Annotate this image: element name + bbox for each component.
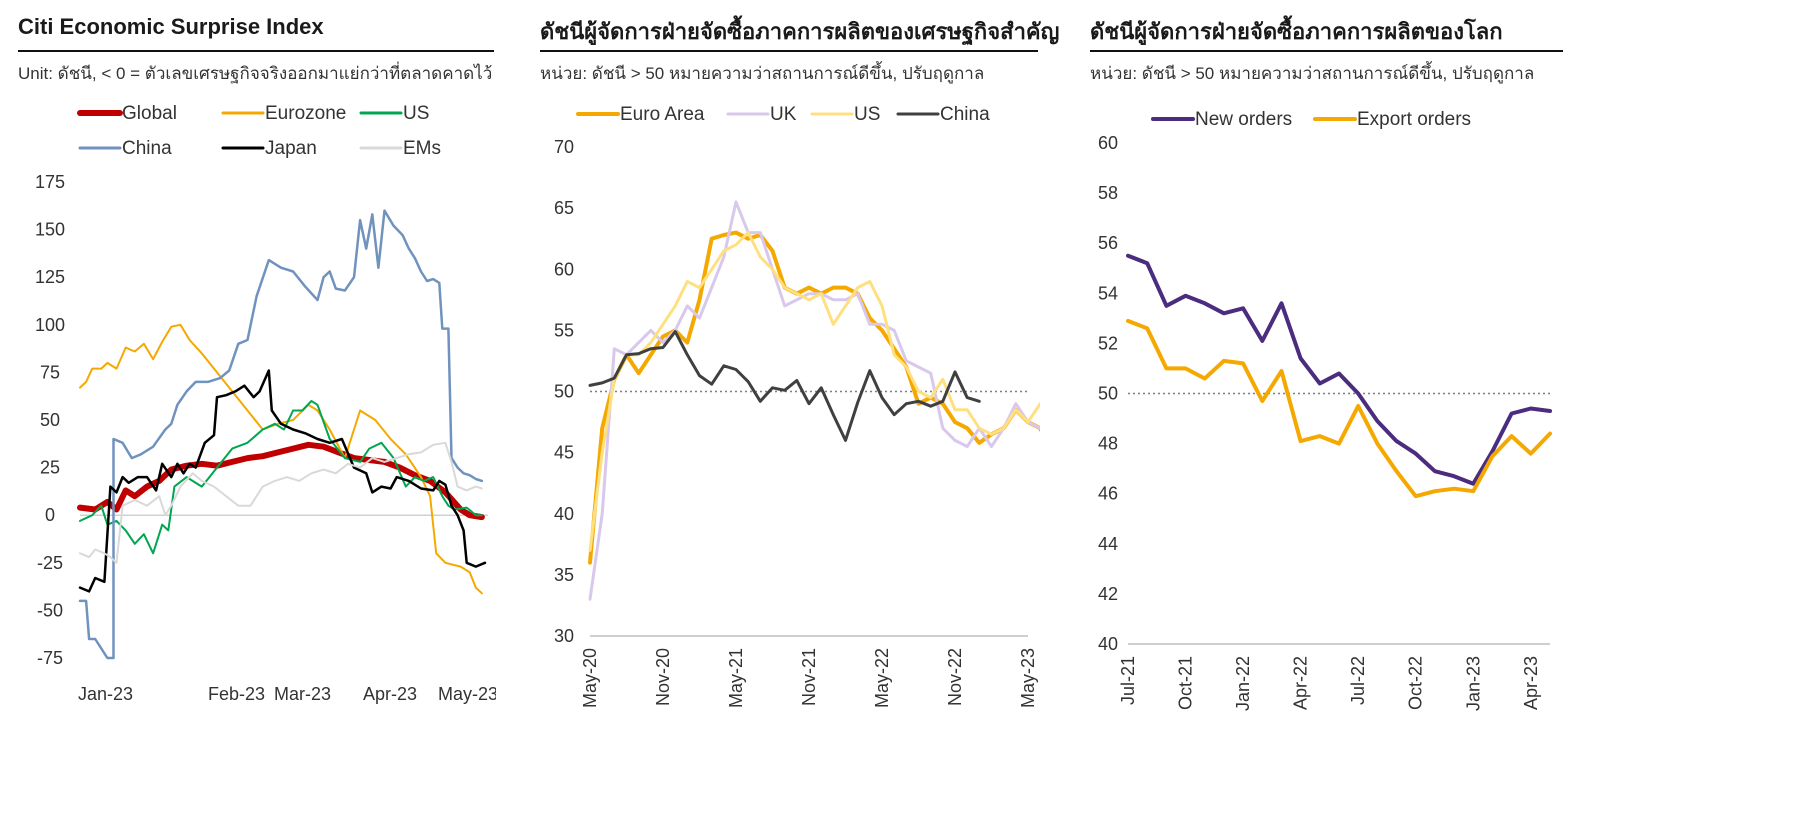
- y-tick-label: 55: [554, 320, 574, 340]
- chart-panel-pmi-major: ดัชนีผู้จัดการฝ่ายจัดซื้อภาคการผลิตของเศ…: [540, 0, 1059, 833]
- x-tick-label: Nov-22: [945, 648, 965, 706]
- y-tick-label: 46: [1098, 484, 1118, 504]
- y-tick-label: 30: [554, 626, 574, 646]
- y-tick-label: 60: [1098, 133, 1118, 153]
- legend-label-us: US: [403, 103, 429, 124]
- x-tick-label: Jul-22: [1348, 656, 1368, 705]
- y-tick-label: 50: [40, 410, 60, 430]
- legend-label-global: Global: [122, 103, 177, 124]
- y-tick-label: 40: [554, 504, 574, 524]
- chart-pmi-major-svg: 70 65 60 55 50 45 40 35 30 May-20 Nov-20 May-21 Nov-…: [554, 104, 1040, 708]
- y-tick-label: 100: [35, 315, 65, 335]
- chart-panel-pmi-global: ดัชนีผู้จัดการฝ่ายจัดซื้อภาคการผลิตของโล…: [1090, 0, 1565, 833]
- x-tick-label: Jan-23: [1463, 656, 1483, 711]
- x-tick-label: May-22: [872, 648, 892, 708]
- legend-label-japan: Japan: [265, 138, 317, 159]
- x-tick-label: Nov-21: [799, 648, 819, 706]
- y-tick-label: 48: [1098, 434, 1118, 454]
- legend-label-new-orders: New orders: [1195, 109, 1292, 130]
- x-tick-label: Apr-22: [1291, 656, 1311, 710]
- x-tick-label: Nov-20: [653, 648, 673, 706]
- chart-subtitle: Unit: ดัชนี, < 0 = ตัวเลขเศรษฐกิจจริงออก…: [18, 64, 493, 83]
- legend-label-china: China: [122, 138, 172, 159]
- chart-subtitle: หน่วย: ดัชนี > 50 หมายความว่าสถานการณ์ดี…: [1090, 64, 1535, 83]
- series-line-china: [588, 330, 981, 442]
- y-tick-label: 44: [1098, 534, 1118, 554]
- y-tick-label: 52: [1098, 333, 1118, 353]
- y-tick-label: -75: [37, 648, 63, 668]
- y-tick-label: 0: [45, 505, 55, 525]
- series-line-uk: [588, 200, 1040, 601]
- series-line-china: [78, 209, 484, 660]
- series-line-us: [588, 231, 1040, 552]
- y-tick-label: 50: [1098, 384, 1118, 404]
- y-tick-label: 50: [554, 382, 574, 402]
- x-tick-label: Jan-23: [78, 684, 133, 704]
- y-tick-label: 175: [35, 172, 65, 192]
- series-line-new-orders: [1126, 253, 1552, 486]
- series-line-ems: [79, 441, 483, 564]
- y-tick-label: -25: [37, 553, 63, 573]
- legend-label-eurozone: Eurozone: [265, 103, 346, 124]
- title-rule: [540, 50, 1038, 52]
- x-tick-label: May-23: [1018, 648, 1038, 708]
- x-tick-label: Jan-22: [1233, 656, 1253, 711]
- title-rule: [18, 50, 494, 52]
- legend-label-euro-area: Euro Area: [620, 104, 705, 125]
- chart-title: ดัชนีผู้จัดการฝ่ายจัดซื้อภาคการผลิตของเศ…: [540, 19, 1060, 44]
- series-line-japan: [78, 369, 487, 593]
- y-tick-label: 65: [554, 198, 574, 218]
- legend-label-export-orders: Export orders: [1357, 109, 1471, 130]
- x-tick-label: May-20: [580, 648, 600, 708]
- series-line-us: [79, 400, 483, 555]
- x-tick-label: Oct-21: [1176, 656, 1196, 710]
- y-tick-label: 45: [554, 443, 574, 463]
- x-tick-label: Apr-23: [1521, 656, 1541, 710]
- chart-citi-svg: 175 150 125 100 75 50 25 0 -25 -50 -75 Jan-23 Feb-23…: [35, 103, 496, 704]
- legend-label-uk: UK: [770, 104, 797, 125]
- legend-label-ems: EMs: [403, 138, 441, 159]
- y-tick-label: 54: [1098, 283, 1118, 303]
- y-tick-label: 40: [1098, 634, 1118, 654]
- chart-title: Citi Economic Surprise Index: [18, 14, 324, 39]
- y-tick-label: -50: [37, 600, 63, 620]
- y-tick-label: 125: [35, 267, 65, 287]
- y-tick-label: 42: [1098, 584, 1118, 604]
- chart-panel-citi: Citi Economic Surprise Index Unit: ดัชนี…: [18, 0, 496, 833]
- x-tick-label: Apr-23: [363, 684, 417, 704]
- y-tick-label: 25: [40, 458, 60, 478]
- y-tick-label: 75: [40, 362, 60, 382]
- x-tick-label: May-21: [726, 648, 746, 708]
- y-tick-label: 70: [554, 137, 574, 157]
- y-tick-label: 150: [35, 220, 65, 240]
- legend-label-us: US: [854, 104, 880, 125]
- y-tick-label: 60: [554, 259, 574, 279]
- y-tick-label: 58: [1098, 183, 1118, 203]
- y-tick-label: 56: [1098, 233, 1118, 253]
- x-tick-label: Jul-21: [1118, 656, 1138, 705]
- x-tick-label: May-23: [438, 684, 496, 704]
- series-line-export-orders: [1126, 318, 1552, 499]
- y-tick-label: 35: [554, 565, 574, 585]
- x-tick-label: Mar-23: [274, 684, 331, 704]
- title-rule: [1090, 50, 1563, 52]
- chart-subtitle: หน่วย: ดัชนี > 50 หมายความว่าสถานการณ์ดี…: [540, 64, 985, 83]
- x-tick-label: Oct-22: [1406, 656, 1426, 710]
- x-tick-label: Feb-23: [208, 684, 265, 704]
- chart-title: ดัชนีผู้จัดการฝ่ายจัดซื้อภาคการผลิตของโล…: [1090, 19, 1503, 44]
- series-line-global: [77, 441, 485, 521]
- series-line-eurozone: [79, 323, 483, 595]
- legend-label-china: China: [940, 104, 990, 125]
